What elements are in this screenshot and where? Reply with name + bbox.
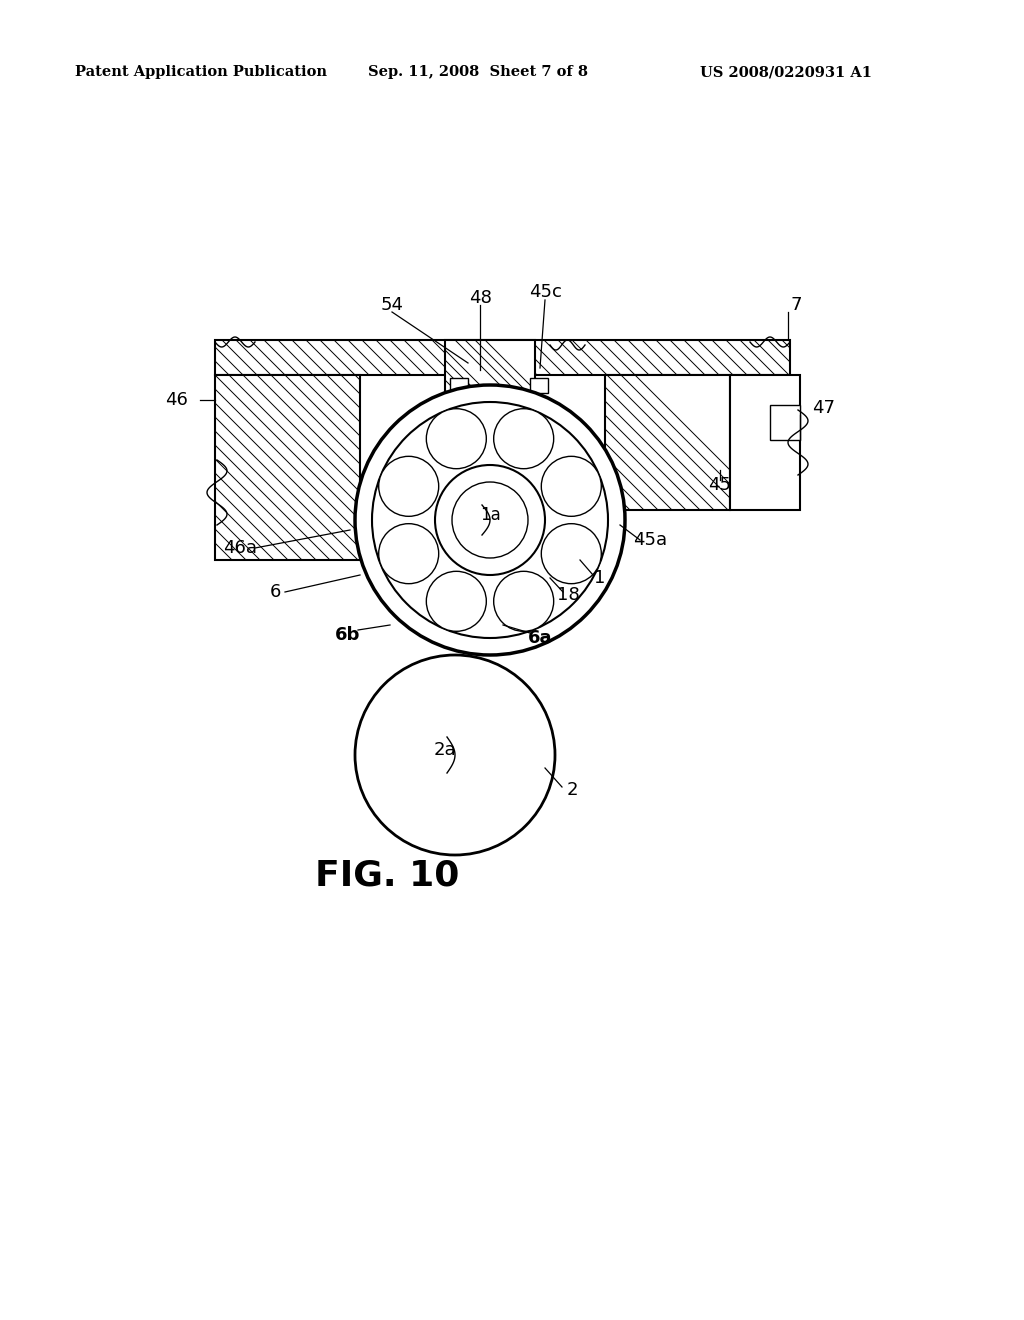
Text: 2a: 2a [434,741,457,759]
Text: 18: 18 [557,586,580,605]
Circle shape [372,403,608,638]
Circle shape [494,409,554,469]
Circle shape [426,572,486,631]
Text: 7: 7 [790,296,802,314]
Text: 54: 54 [381,296,403,314]
Circle shape [355,385,625,655]
Bar [605,375,730,510]
Text: 48: 48 [469,289,492,308]
Bar [215,341,790,375]
Bar [215,375,360,560]
Text: 45c: 45c [528,282,561,301]
Text: 45a: 45a [633,531,667,549]
Circle shape [379,457,438,516]
Text: 6b: 6b [335,626,360,644]
Circle shape [452,482,528,558]
Text: Patent Application Publication: Patent Application Publication [75,65,327,79]
Circle shape [379,524,438,583]
Circle shape [426,409,486,469]
Bar [445,341,535,395]
Text: Sep. 11, 2008  Sheet 7 of 8: Sep. 11, 2008 Sheet 7 of 8 [368,65,588,79]
Text: 1a: 1a [479,506,501,524]
Circle shape [542,457,601,516]
Text: FIG. 10: FIG. 10 [315,858,460,892]
Bar [770,405,800,440]
Text: 2: 2 [566,781,578,799]
Bar [730,375,800,510]
Bar [530,378,548,393]
Bar [450,378,468,393]
Circle shape [435,465,545,576]
Text: 47: 47 [812,399,835,417]
Circle shape [494,572,554,631]
Text: 45: 45 [709,477,731,494]
Text: US 2008/0220931 A1: US 2008/0220931 A1 [700,65,872,79]
Text: 6a: 6a [527,630,552,647]
Text: 6: 6 [269,583,281,601]
Text: 46a: 46a [223,539,257,557]
Circle shape [542,524,601,583]
Text: 46: 46 [165,391,188,409]
Circle shape [355,655,555,855]
Text: 1: 1 [594,569,605,587]
